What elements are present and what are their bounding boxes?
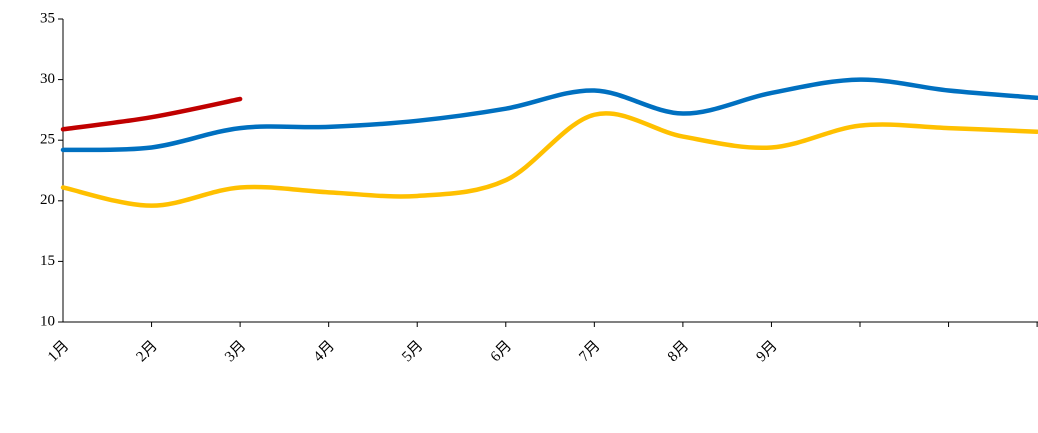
y-tick-label: 35 [40, 10, 55, 26]
x-tick-label: 8月 [665, 338, 692, 365]
x-tick-label: 3月 [222, 338, 249, 365]
x-tick-label: 6月 [488, 338, 515, 365]
series-line [60, 111, 1038, 208]
x-tick-label: 9月 [753, 338, 780, 365]
y-tick-label: 15 [40, 253, 55, 269]
y-tick-label: 30 [40, 71, 55, 87]
y-tick-label: 25 [40, 132, 55, 148]
y-tick-label: 10 [40, 313, 55, 329]
x-tick-label: 2月 [134, 338, 161, 365]
y-tick-label: 20 [40, 192, 55, 208]
x-tick-label: 7月 [576, 338, 603, 365]
x-tick-label: 1月 [45, 338, 72, 365]
x-tick-label: 5月 [399, 338, 426, 365]
x-tick-label: 4月 [311, 338, 338, 365]
series-line [60, 96, 243, 132]
series-line [60, 77, 1038, 153]
